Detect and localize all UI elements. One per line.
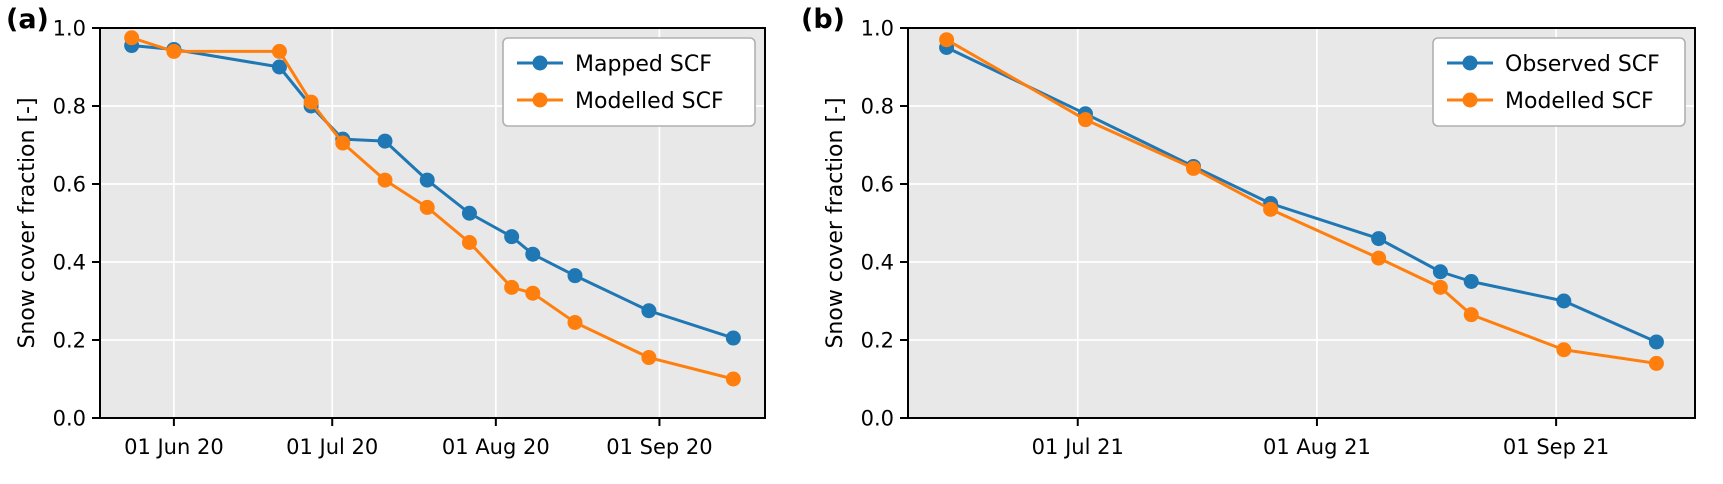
- x-tick-label: 01 Aug 20: [442, 435, 550, 459]
- y-tick-label: 0.2: [861, 329, 894, 353]
- y-tick-label: 1.0: [53, 17, 86, 41]
- x-tick-label: 01 Sep 21: [1503, 435, 1609, 459]
- data-point: [271, 59, 287, 75]
- x-tick-label: 01 Sep 20: [606, 435, 712, 459]
- data-point: [525, 246, 541, 262]
- data-point: [124, 30, 140, 46]
- y-tick-label: 0.4: [861, 251, 894, 275]
- data-point: [567, 268, 583, 284]
- plot-border: [907, 27, 1696, 419]
- y-tick-label: 0.0: [861, 407, 894, 431]
- data-point: [419, 199, 435, 215]
- legend-marker-sample: [1462, 55, 1478, 71]
- data-point: [303, 94, 319, 110]
- legend-entry-label: Modelled SCF: [1505, 89, 1654, 114]
- y-tick-label: 0.6: [861, 173, 894, 197]
- data-point: [1648, 355, 1664, 371]
- legend-box: [1432, 37, 1686, 127]
- legend-marker-sample: [532, 55, 548, 71]
- data-point: [377, 172, 393, 188]
- x-tick-label: 01 Jul 20: [286, 435, 378, 459]
- data-point: [1432, 264, 1448, 280]
- legend-entry-label: Observed SCF: [1505, 52, 1660, 77]
- data-point: [1556, 342, 1572, 358]
- data-point: [166, 43, 182, 59]
- y-tick-label: 0.0: [53, 407, 86, 431]
- data-point: [461, 235, 477, 250]
- y-tick-label: 1.0: [861, 17, 894, 41]
- data-point: [1371, 231, 1387, 247]
- x-tick-label: 01 Jun 20: [124, 435, 224, 459]
- legend-box: [502, 37, 756, 127]
- data-point: [725, 330, 741, 346]
- panel-b: (b) 01 Jul 21 01 Aug 21 01 Sep 21 0.0 0.2 0.4…: [795, 0, 1723, 484]
- data-point: [419, 172, 435, 188]
- legend-entry-label: Modelled SCF: [575, 89, 724, 114]
- panel-a: (a) 01 Jun 20 01 Jul 20 01 Aug 20 01 Sep 20…: [0, 0, 795, 484]
- data-point: [1648, 334, 1664, 350]
- data-point: [1185, 160, 1201, 176]
- data-point: [939, 32, 955, 48]
- data-point: [641, 303, 657, 319]
- data-point: [525, 285, 541, 301]
- data-point: [1432, 279, 1448, 295]
- y-tick-label: 0.2: [53, 329, 86, 353]
- y-axis-label: Snow cover fraction [-]: [15, 97, 40, 348]
- data-point: [1263, 201, 1279, 217]
- data-point: [1463, 307, 1479, 323]
- x-tick-label: 01 Aug 21: [1263, 435, 1371, 459]
- y-tick-label: 0.8: [861, 95, 894, 119]
- data-point: [1556, 293, 1572, 309]
- legend-marker-sample: [532, 92, 548, 108]
- data-point: [1077, 112, 1093, 128]
- legend-entry-label: Mapped SCF: [575, 52, 712, 77]
- data-point: [504, 279, 520, 295]
- panel-label-a: (a): [6, 4, 49, 35]
- data-point: [271, 43, 287, 59]
- panel-label-b: (b): [801, 4, 846, 35]
- y-axis-label: Snow cover fraction [-]: [823, 97, 848, 348]
- legend-marker-sample: [1462, 92, 1478, 108]
- plot-border: [99, 27, 766, 419]
- data-point: [725, 371, 741, 387]
- data-point: [641, 350, 657, 366]
- y-tick-label: 0.4: [53, 251, 86, 275]
- data-point: [1371, 250, 1387, 266]
- data-point: [567, 314, 583, 330]
- data-point: [1463, 274, 1479, 289]
- data-point: [335, 135, 351, 151]
- chart-svg-b: 01 Jul 21 01 Aug 21 01 Sep 21 0.0 0.2 0.4 0.6 0…: [823, 17, 1696, 459]
- chart-svg-a: 01 Jun 20 01 Jul 20 01 Aug 20 01 Sep 20 0.0 0…: [15, 17, 766, 459]
- y-tick-label: 0.8: [53, 95, 86, 119]
- y-tick-label: 0.6: [53, 173, 86, 197]
- data-point: [377, 133, 393, 149]
- data-point: [504, 229, 520, 245]
- data-point: [461, 205, 477, 221]
- x-tick-label: 01 Jul 21: [1032, 435, 1124, 459]
